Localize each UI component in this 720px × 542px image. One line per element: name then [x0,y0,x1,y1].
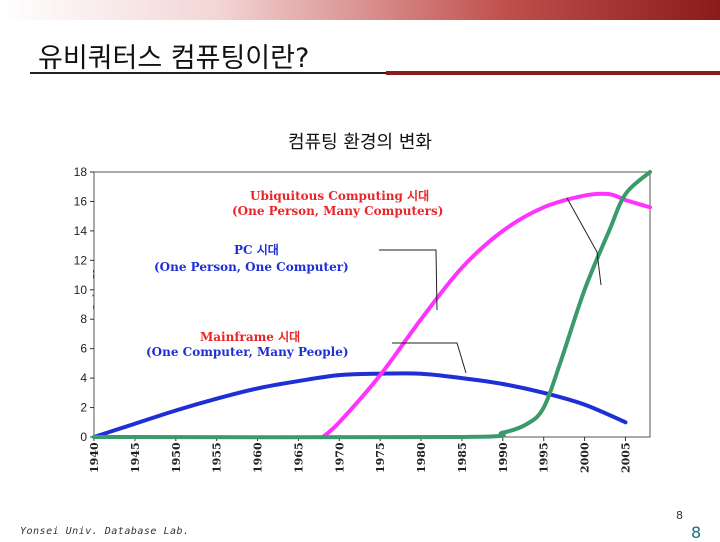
x-tick-label: 1940 [88,442,101,473]
annotation-pc-title: PC 시대 [234,243,279,257]
page-number-large: 8 [691,523,702,542]
y-tick-label: 2 [80,401,87,415]
annotation-ubiquitous-title: Ubiquitous Computing 시대 [250,189,429,203]
annotation-mainframe: Mainframe 시대 (One Computer, Many People) [146,330,349,359]
x-tick-label: 1950 [170,442,183,473]
y-tick-label: 18 [74,165,88,179]
title-underline [30,72,386,74]
plot-frame [93,171,651,438]
series-line-mainframe [92,371,628,439]
annotation-mainframe-title: Mainframe 시대 [200,330,300,344]
x-tick-label: 2005 [619,442,632,473]
footer-lab-name: Yonsei Univ. Database Lab. [20,526,190,537]
annotation-ubiquitous: Ubiquitous Computing 시대 (One Person, Man… [232,189,443,218]
x-tick-label: 1985 [456,442,469,473]
x-tick-label: 1980 [415,442,428,473]
top-banner [0,0,720,20]
page-number: 8 [676,509,683,522]
series-line-ubiquitous [92,170,652,440]
x-tick-label: 2000 [579,442,592,473]
x-tick-label: 1965 [292,442,305,473]
y-tick-label: 14 [74,224,88,238]
y-tick-label: 0 [80,430,87,444]
x-tick-label: 1995 [538,442,551,473]
y-tick-label: 16 [74,194,88,208]
x-tick-label: 1955 [211,442,224,473]
x-tick-label: 1945 [129,442,142,473]
annotation-pc: PC 시대 (One Person, One Computer) [154,243,349,274]
slide-title: 유비쿼터스 컴퓨팅이란? [38,43,310,74]
x-tick-label: 1960 [252,442,265,473]
plot-area [93,171,651,438]
annotation-mainframe-sub: (One Computer, Many People) [146,345,349,359]
x-tick-label: 1970 [333,442,346,473]
x-axis: 1940 1945 1950 1955 1960 1965 1970 1975 1980 1985… [88,437,632,473]
title-underline-accent [386,71,720,75]
annotation-pc-sub: (One Person, One Computer) [154,260,349,274]
y-tick-label: 8 [80,312,87,326]
y-tick-label: 4 [80,371,87,385]
y-tick-label: 10 [74,283,88,297]
x-tick-label: 1975 [374,442,387,473]
series-line-pc [320,191,652,439]
y-tick-label: 12 [74,253,88,267]
y-tick-label: 6 [80,342,87,356]
series-layer [92,170,652,440]
x-tick-label: 1990 [497,442,510,473]
annotation-ubiquitous-sub: (One Person, Many Computers) [232,204,443,218]
y-axis: 0 2 4 6 8 10 12 14 16 18 [74,165,94,444]
chart-subtitle: 컴퓨팅 환경의 변화 [288,132,432,153]
annotation-leaders [379,197,602,374]
